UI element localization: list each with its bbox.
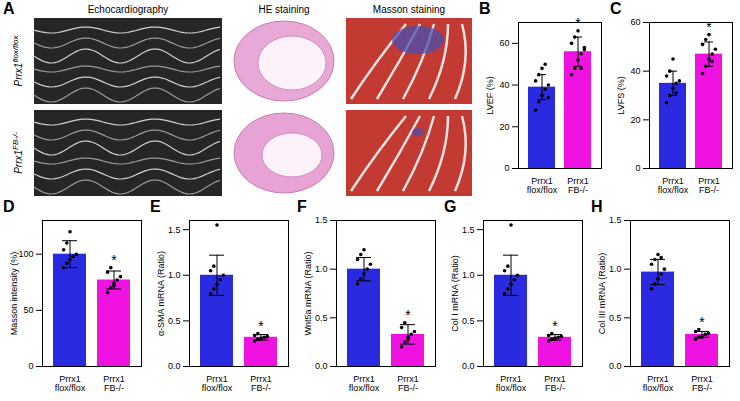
svg-text:1.0: 1.0 bbox=[609, 264, 622, 274]
svg-text:1.5: 1.5 bbox=[609, 215, 622, 225]
html-text:D: D bbox=[3, 198, 15, 215]
svg-text:Col III mRNA (Ratio): Col III mRNA (Ratio) bbox=[597, 253, 607, 335]
svg-text:0.0: 0.0 bbox=[609, 361, 622, 371]
svg-text:Prrx1flox/flox: Prrx1flox/flox bbox=[11, 34, 24, 86]
svg-text:Prrx1FB-/-: Prrx1FB-/- bbox=[250, 374, 272, 393]
svg-text:1.5: 1.5 bbox=[315, 215, 328, 225]
svg-text:0: 0 bbox=[635, 163, 640, 173]
svg-text:Prrx1flox/flox: Prrx1flox/flox bbox=[643, 374, 674, 393]
svg-text:1.0: 1.0 bbox=[462, 270, 475, 280]
svg-text:Masson staining: Masson staining bbox=[373, 4, 445, 15]
svg-text:*: * bbox=[111, 252, 117, 268]
svg-text:0.0: 0.0 bbox=[462, 361, 475, 371]
svg-text:20: 20 bbox=[630, 115, 640, 125]
svg-text:60: 60 bbox=[630, 17, 640, 27]
svg-text:*: * bbox=[405, 307, 411, 323]
svg-text:40: 40 bbox=[630, 66, 640, 76]
svg-text:Prrx1FB-/-: Prrx1FB-/- bbox=[11, 132, 24, 174]
svg-text:Prrx1FB-/-: Prrx1FB-/- bbox=[103, 374, 125, 393]
html-text:E: E bbox=[150, 198, 161, 215]
svg-text:1.5: 1.5 bbox=[462, 225, 475, 235]
svg-text:Prrx1FB-/-: Prrx1FB-/- bbox=[691, 374, 713, 393]
html-text:C: C bbox=[610, 0, 622, 17]
svg-text:0: 0 bbox=[28, 361, 33, 371]
svg-text:*: * bbox=[258, 318, 264, 334]
svg-text:Prrx1FB-/-: Prrx1FB-/- bbox=[567, 176, 589, 195]
svg-text:HE staining: HE staining bbox=[258, 4, 309, 15]
svg-text:α-SMA mRNA (Ratio): α-SMA mRNA (Ratio) bbox=[156, 251, 166, 336]
svg-text:LVEF (%): LVEF (%) bbox=[485, 76, 495, 114]
svg-text:1.0: 1.0 bbox=[168, 270, 181, 280]
svg-text:1.5: 1.5 bbox=[168, 225, 181, 235]
svg-text:0.5: 0.5 bbox=[462, 316, 475, 326]
svg-text:50: 50 bbox=[23, 305, 33, 315]
html-text:F: F bbox=[297, 198, 307, 215]
svg-text:Prrx1FB-/-: Prrx1FB-/- bbox=[698, 176, 720, 195]
svg-text:1.0: 1.0 bbox=[315, 264, 328, 274]
svg-text:Prrx1flox/flox: Prrx1flox/flox bbox=[349, 374, 380, 393]
html-text:A: A bbox=[3, 0, 15, 17]
svg-text:*: * bbox=[699, 314, 705, 330]
svg-text:Echocardiography: Echocardiography bbox=[88, 4, 169, 15]
svg-text:Prrx1FB-/-: Prrx1FB-/- bbox=[397, 374, 419, 393]
svg-text:0.5: 0.5 bbox=[315, 313, 328, 323]
svg-text:*: * bbox=[552, 318, 558, 334]
svg-text:0.0: 0.0 bbox=[315, 361, 328, 371]
svg-text:20: 20 bbox=[499, 122, 509, 132]
svg-text:LVFS (%): LVFS (%) bbox=[616, 76, 626, 114]
svg-text:0.0: 0.0 bbox=[168, 361, 181, 371]
svg-text:Prrx1flox/flox: Prrx1flox/flox bbox=[496, 374, 527, 393]
svg-text:Col I mRNA (Ratio): Col I mRNA (Ratio) bbox=[450, 255, 460, 332]
svg-text:100: 100 bbox=[18, 249, 33, 259]
svg-text:Prrx1FB-/-: Prrx1FB-/- bbox=[544, 374, 566, 393]
svg-text:0: 0 bbox=[504, 163, 509, 173]
svg-text:Masson intensity (%): Masson intensity (%) bbox=[9, 252, 19, 336]
html-text:B: B bbox=[479, 0, 491, 17]
svg-text:Wnt5a mRNA (Ratio): Wnt5a mRNA (Ratio) bbox=[303, 251, 313, 335]
svg-text:*: * bbox=[706, 19, 712, 35]
svg-text:Prrx1flox/flox: Prrx1flox/flox bbox=[658, 176, 689, 195]
html-text:G: G bbox=[444, 198, 457, 215]
svg-text:Prrx1flox/flox: Prrx1flox/flox bbox=[527, 176, 558, 195]
svg-text:60: 60 bbox=[499, 38, 509, 48]
svg-text:0.5: 0.5 bbox=[168, 316, 181, 326]
svg-text:Prrx1flox/flox: Prrx1flox/flox bbox=[202, 374, 233, 393]
svg-text:Prrx1flox/flox: Prrx1flox/flox bbox=[55, 374, 86, 393]
svg-text:40: 40 bbox=[499, 80, 509, 90]
html-text:H: H bbox=[591, 198, 603, 215]
svg-text:0.5: 0.5 bbox=[609, 313, 622, 323]
